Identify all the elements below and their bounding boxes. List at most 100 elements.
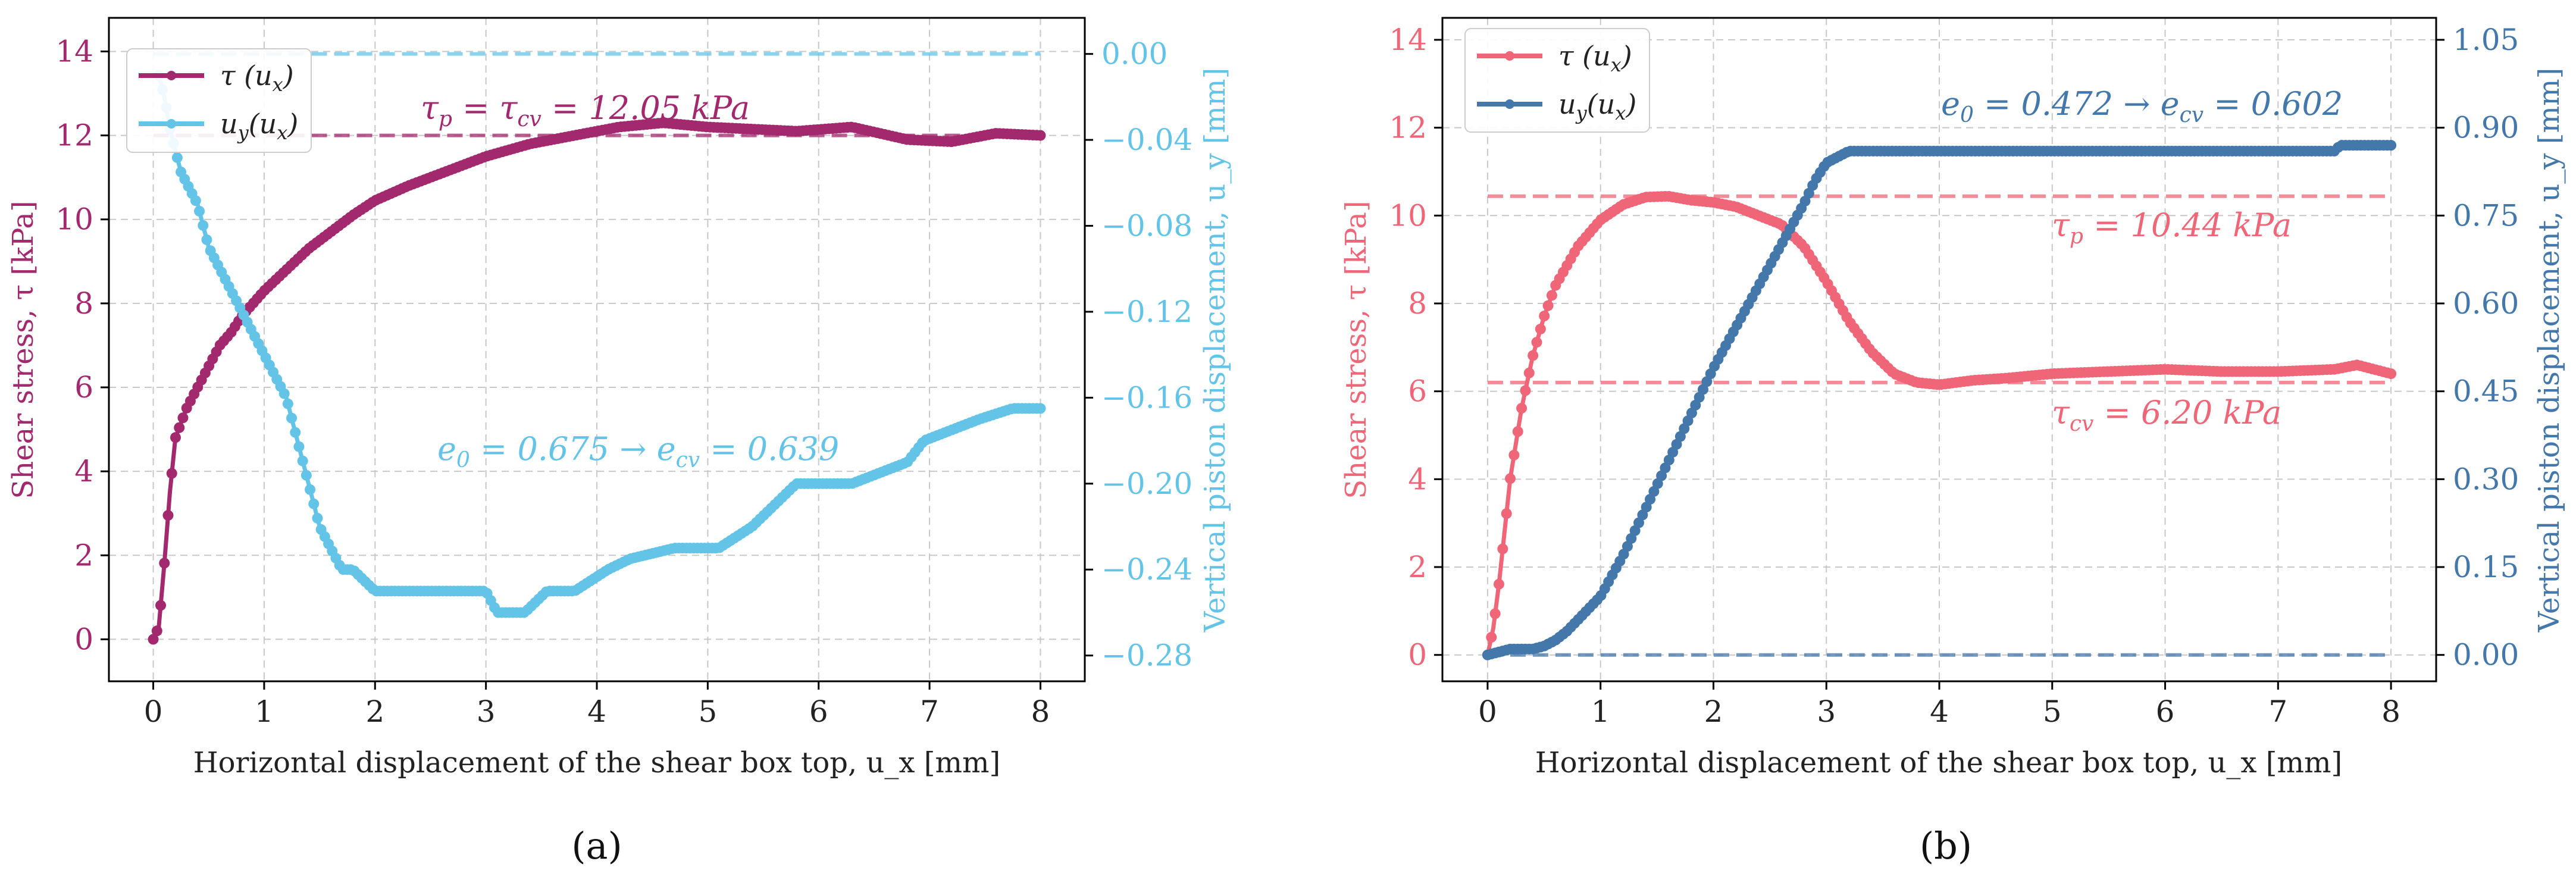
panel-a-right-y-label: Vertical piston displacement, u_y [mm] <box>1198 68 1232 633</box>
data-point <box>1035 130 1046 141</box>
legend-label-tau: τ (ux) <box>220 60 294 96</box>
right-y-tick-label: 0.15 <box>2453 550 2519 584</box>
left-y-tick-label: 10 <box>1389 198 1427 233</box>
data-point <box>1493 578 1504 590</box>
data-point <box>2386 140 2397 151</box>
right-y-tick-label: 0.00 <box>1101 37 1168 71</box>
data-point <box>1528 350 1539 361</box>
data-point <box>1542 300 1554 311</box>
left-y-tick-label: 8 <box>74 286 93 321</box>
data-point <box>1523 367 1535 378</box>
left-y-tick-label: 6 <box>1408 374 1427 409</box>
panel-b-legend: τ (ux) uy(ux) <box>1464 28 1650 133</box>
left-y-tick-label: 12 <box>55 118 93 153</box>
data-point <box>1489 608 1501 619</box>
panel-a-right-y-ticks: −0.28 −0.24 −0.20 −0.16 −0.12 −0.08 −0.04 0.00 <box>1085 37 1192 673</box>
data-point <box>1497 543 1508 555</box>
data-point <box>286 412 298 424</box>
right-y-tick-label: −0.04 <box>1101 123 1192 157</box>
legend-label-uy: uy(ux) <box>220 108 298 144</box>
data-point <box>2386 368 2397 380</box>
data-point <box>308 498 320 509</box>
legend-marker-tau <box>1505 51 1514 61</box>
right-y-tick-label: 0.60 <box>2453 286 2519 321</box>
series-line <box>156 74 1041 615</box>
data-point <box>1508 449 1520 461</box>
panel-b-left-y-label: Shear stress, τ [kPa] <box>1339 201 1373 499</box>
right-y-tick-label: 1.05 <box>2453 23 2519 57</box>
data-point <box>1501 508 1512 519</box>
data-point <box>282 398 293 409</box>
data-point <box>1539 311 1550 322</box>
right-y-tick-label: −0.08 <box>1101 209 1192 243</box>
data-point <box>293 441 305 452</box>
legend-label-uy: uy(ux) <box>1558 88 1636 124</box>
x-tick-label: 2 <box>1704 694 1723 729</box>
data-point <box>177 412 189 424</box>
data-point <box>151 625 162 637</box>
data-point <box>162 510 174 521</box>
data-point <box>1035 403 1046 414</box>
right-y-tick-label: −0.16 <box>1101 380 1192 415</box>
data-point <box>1512 426 1523 437</box>
left-y-tick-label: 2 <box>1408 550 1427 584</box>
left-y-tick-label: 8 <box>1408 286 1427 321</box>
x-tick-label: 3 <box>477 694 496 729</box>
x-tick-label: 0 <box>144 694 163 729</box>
right-y-tick-label: −0.24 <box>1101 552 1192 587</box>
right-y-tick-label: −0.12 <box>1101 295 1192 329</box>
data-point <box>159 558 170 569</box>
legend-marker-uy <box>1505 99 1514 109</box>
data-point <box>312 512 323 524</box>
panel-a-x-ticks: 0 1 2 3 4 5 6 7 8 <box>144 681 1050 729</box>
x-tick-label: 1 <box>255 694 274 729</box>
right-y-tick-label: 0.30 <box>2453 462 2519 496</box>
x-tick-label: 5 <box>2043 694 2062 729</box>
left-y-tick-label: 4 <box>1408 462 1427 496</box>
data-point <box>155 600 167 611</box>
left-y-tick-label: 2 <box>74 538 93 572</box>
legend-marker-uy <box>167 119 176 129</box>
right-y-tick-label: 0.00 <box>2453 638 2519 672</box>
annotation-void-ratio: e0 = 0.472 → ecv = 0.602 <box>1941 85 2343 127</box>
x-tick-label: 2 <box>365 694 384 729</box>
left-y-tick-label: 14 <box>55 34 93 68</box>
right-y-tick-label: 0.90 <box>2453 111 2519 145</box>
left-y-tick-label: 10 <box>55 202 93 237</box>
data-point <box>1531 337 1542 348</box>
x-tick-label: 4 <box>587 694 606 729</box>
data-point <box>278 388 290 399</box>
panel-a-series <box>148 70 1046 645</box>
annotation-tau-peak: τp = 10.44 kPa <box>2052 206 2292 249</box>
x-tick-label: 7 <box>2268 694 2287 729</box>
panel-b-left-y-ticks: 0 2 4 6 8 10 12 14 <box>1389 23 1442 672</box>
panel-a-left-y-ticks: 0 2 4 6 8 10 12 14 <box>55 34 109 656</box>
legend-label-tau: τ (ux) <box>1558 40 1632 76</box>
left-y-tick-label: 4 <box>74 454 93 489</box>
data-point <box>171 152 183 163</box>
x-tick-label: 7 <box>920 694 939 729</box>
panel-a-caption: (a) <box>571 824 622 868</box>
left-y-tick-label: 12 <box>1389 111 1427 145</box>
panel-b-right-y-label: Vertical piston displacement, u_y [mm] <box>2533 68 2566 633</box>
legend-marker-tau <box>167 71 176 80</box>
data-point <box>290 427 301 438</box>
right-y-tick-label: −0.28 <box>1101 638 1192 673</box>
right-y-tick-label: −0.20 <box>1101 466 1192 501</box>
x-tick-label: 3 <box>1817 694 1836 729</box>
data-point <box>201 234 212 245</box>
left-y-tick-label: 6 <box>74 370 93 405</box>
data-point <box>1505 473 1516 484</box>
left-y-tick-label: 0 <box>74 622 93 656</box>
x-tick-label: 8 <box>1031 694 1050 729</box>
data-point <box>174 422 185 433</box>
data-point <box>297 455 308 466</box>
panel-b-series <box>1482 140 2397 660</box>
panel-b-right-y-ticks: 0.00 0.15 0.30 0.45 0.60 0.75 0.90 1.05 <box>2436 23 2519 672</box>
data-point <box>301 469 312 481</box>
data-point <box>1535 323 1546 334</box>
panel-a-x-label: Horizontal displacement of the shear box… <box>193 746 1000 779</box>
annotation-void-ratio: e0 = 0.675 → ecv = 0.639 <box>437 430 839 472</box>
x-tick-label: 0 <box>1478 694 1497 729</box>
